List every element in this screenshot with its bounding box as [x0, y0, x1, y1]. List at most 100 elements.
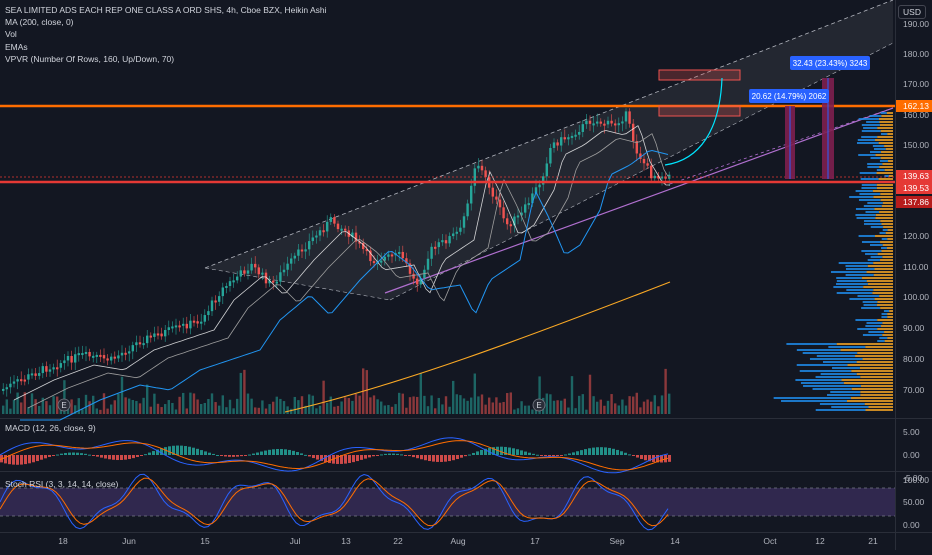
volume-bar [196, 399, 199, 414]
macd-histogram-bar [640, 455, 643, 459]
macd-histogram-bar [624, 452, 627, 455]
vpvr-bar-up [845, 274, 874, 276]
volume-bar [621, 399, 624, 414]
stoch-k-line [0, 473, 669, 531]
volume-bar [506, 393, 509, 414]
vpvr-bar-down [887, 133, 893, 135]
volume-bar [279, 398, 282, 414]
vpvr-bar-up [879, 160, 888, 162]
candle-body [192, 320, 196, 323]
macd-histogram-bar [192, 447, 195, 455]
candle-body [293, 255, 296, 259]
macd-histogram-bar [532, 453, 535, 455]
macd-histogram-bar [132, 455, 135, 459]
volume-bar [178, 396, 181, 414]
earnings-marker-1[interactable]: E [57, 398, 71, 412]
candle-body [2, 388, 5, 391]
vpvr-bar-down [881, 205, 893, 207]
candle-body [419, 278, 422, 285]
stoch-legend[interactable]: Stoch RSI (3, 3, 14, 14, close) [5, 479, 119, 489]
candle-body [588, 120, 592, 124]
candle-body [545, 163, 548, 177]
candle-body [473, 168, 476, 186]
vpvr-bar-down [861, 277, 893, 279]
parallel-channel[interactable] [205, 0, 893, 300]
vpvr-bar-up [849, 196, 874, 198]
macd-histogram-bar [108, 455, 111, 460]
vpvr-bar-up [872, 145, 885, 147]
vpvr-bar-down [876, 172, 893, 174]
macd-histogram-bar [436, 455, 439, 462]
macd-histogram-bar [500, 446, 503, 455]
candle-body [506, 218, 509, 225]
volume-bar [344, 397, 347, 414]
macd-histogram-bar [504, 446, 507, 455]
projection-path[interactable] [664, 77, 723, 166]
vpvr-bar-down [847, 364, 893, 366]
volume-bar [578, 395, 581, 414]
vpvr-bar-down [855, 355, 893, 357]
macd-histogram-bar [528, 452, 531, 455]
target-zone-lower[interactable] [658, 105, 741, 117]
vpvr-bar-down [880, 307, 893, 309]
vpvr-bar-down [841, 379, 893, 381]
vpvr-bar-up [874, 148, 886, 150]
vpvr-bar-down [860, 391, 893, 393]
earnings-marker-2[interactable]: E [532, 398, 546, 412]
trendline-support[interactable] [384, 107, 894, 294]
vpvr-bar-up [879, 337, 888, 339]
symbol-legend[interactable]: SEA LIMITED ADS EACH REP ONE CLASS A ORD… [5, 4, 327, 65]
indicator-lines [13, 125, 671, 421]
vpvr-bar-down [881, 115, 893, 117]
macd-histogram-bar [508, 447, 511, 455]
stoch-tick: 50.00 [903, 497, 925, 507]
volume-bar [153, 393, 156, 414]
ma-legend[interactable]: MA (200, close, 0) [5, 17, 74, 28]
vpvr-bar-up [836, 292, 873, 294]
symbol-title[interactable]: SEA LIMITED ADS EACH REP ONE CLASS A ORD… [5, 5, 327, 15]
volume-bar [254, 407, 257, 414]
volume-bar [135, 400, 138, 414]
vol-legend[interactable]: Vol [5, 29, 17, 40]
macd-histogram-bar [252, 453, 255, 455]
volume-bar [646, 399, 649, 414]
vpvr-bar-up [858, 235, 875, 237]
macd-histogram-bar [56, 454, 59, 456]
volume-bar [383, 405, 386, 414]
ema-fast-line [13, 125, 670, 401]
volume-bar [394, 404, 397, 414]
vpvr-legend[interactable]: VPVR (Number Of Rows, 160, Up/Down, 70) [5, 53, 175, 64]
currency-badge[interactable]: USD [898, 5, 926, 19]
macd-histogram-bar [88, 454, 91, 456]
volume-bar [275, 396, 278, 414]
time-axis[interactable]: 18 Jun 15 Jul 13 22 Aug 17 Sep 14 Oct 12… [58, 536, 878, 546]
ema-mid-line [27, 133, 669, 409]
vpvr-bar-down [865, 409, 893, 411]
volume-bar [401, 393, 404, 414]
volume-bar [473, 373, 476, 414]
vpvr-bar-up [861, 307, 881, 309]
candle-body [178, 325, 181, 328]
volume-bar [268, 404, 271, 414]
price-badge-upper-bg [896, 100, 932, 112]
volume-bar [380, 401, 383, 414]
vpvr-bar-up [830, 391, 861, 393]
price-axis[interactable]: 190.00 180.00 170.00 160.00 150.00 130.0… [903, 19, 929, 395]
volume-bar [214, 402, 217, 414]
volume-bar [372, 395, 376, 414]
candle-body [509, 224, 512, 227]
emas-legend[interactable]: EMAs [5, 41, 28, 52]
macd-axis[interactable]: 5.00 0.00 -5.00 [903, 427, 923, 483]
volume-bar [581, 394, 584, 414]
vpvr-bar-up [845, 268, 875, 270]
target-zone-upper[interactable] [658, 69, 741, 81]
volume-bar [41, 397, 44, 414]
volume-bar [257, 407, 260, 414]
stoch-axis[interactable]: 100.00 50.00 0.00 [903, 475, 929, 530]
candle-body [182, 323, 185, 326]
macd-histogram-bar [188, 446, 191, 455]
vpvr-bar-up [858, 199, 881, 201]
macd-legend[interactable]: MACD (12, 26, close, 9) [5, 423, 96, 433]
